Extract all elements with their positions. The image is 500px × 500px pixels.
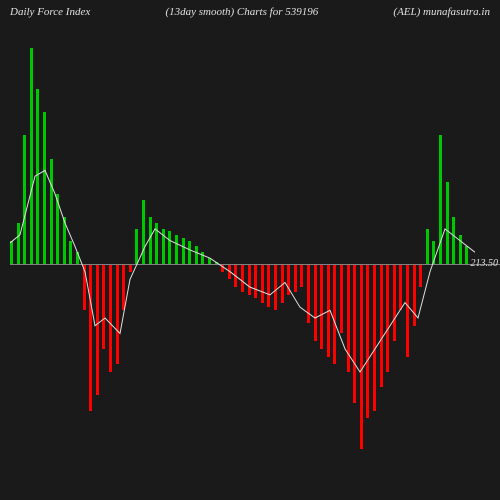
- bar: [89, 264, 92, 411]
- bar: [83, 264, 86, 310]
- header-center: (13day smooth) Charts for 539196: [165, 6, 318, 18]
- bar: [459, 235, 462, 264]
- bar: [393, 264, 396, 341]
- bar: [248, 264, 251, 295]
- chart-header: Daily Force Index (13day smooth) Charts …: [0, 0, 500, 24]
- bar: [314, 264, 317, 341]
- bar: [380, 264, 383, 387]
- bar: [162, 229, 165, 264]
- bar: [300, 264, 303, 287]
- bar: [155, 223, 158, 264]
- bar: [353, 264, 356, 403]
- bar: [10, 241, 13, 264]
- bar: [50, 159, 53, 264]
- bar: [76, 252, 79, 264]
- y-axis-label: 213.50: [471, 258, 499, 269]
- bar: [327, 264, 330, 357]
- bar: [142, 200, 145, 264]
- bar: [426, 229, 429, 264]
- bar: [149, 217, 152, 264]
- bar: [261, 264, 264, 303]
- bar: [43, 112, 46, 264]
- bar: [406, 264, 409, 357]
- bar: [56, 194, 59, 264]
- bar: [228, 264, 231, 279]
- bar: [116, 264, 119, 364]
- bar: [188, 241, 191, 264]
- bar: [182, 238, 185, 264]
- force-index-chart: [10, 30, 475, 480]
- trend-line: [10, 30, 475, 480]
- bar: [69, 241, 72, 264]
- bar: [175, 235, 178, 264]
- bar: [109, 264, 112, 372]
- bar: [360, 264, 363, 449]
- bar: [419, 264, 422, 287]
- bar: [36, 89, 39, 265]
- bar: [96, 264, 99, 395]
- bar: [30, 48, 33, 264]
- bar: [386, 264, 389, 372]
- bar: [333, 264, 336, 364]
- bar: [307, 264, 310, 323]
- header-right: (AEL) munafasutra.in: [393, 6, 490, 18]
- bar: [168, 231, 171, 264]
- bar: [254, 264, 257, 298]
- bar: [102, 264, 105, 349]
- bar: [135, 229, 138, 264]
- bar: [287, 264, 290, 295]
- bar: [340, 264, 343, 333]
- zero-baseline: [10, 264, 500, 265]
- bar: [320, 264, 323, 349]
- bar: [241, 264, 244, 292]
- bar: [23, 135, 26, 264]
- bar: [195, 246, 198, 264]
- bar: [465, 246, 468, 264]
- bar: [17, 223, 20, 264]
- bar: [452, 217, 455, 264]
- bar: [221, 264, 224, 272]
- bar: [373, 264, 376, 411]
- bar: [294, 264, 297, 292]
- bar: [366, 264, 369, 418]
- bar: [439, 135, 442, 264]
- bar: [63, 217, 66, 264]
- bar: [201, 252, 204, 264]
- bar: [281, 264, 284, 303]
- bar: [446, 182, 449, 264]
- bar: [274, 264, 277, 310]
- bar: [122, 264, 125, 310]
- bar: [234, 264, 237, 287]
- bar: [432, 241, 435, 264]
- bar: [267, 264, 270, 307]
- bar: [413, 264, 416, 326]
- bar: [347, 264, 350, 372]
- bar: [129, 264, 132, 272]
- bar: [399, 264, 402, 310]
- header-left: Daily Force Index: [10, 6, 90, 18]
